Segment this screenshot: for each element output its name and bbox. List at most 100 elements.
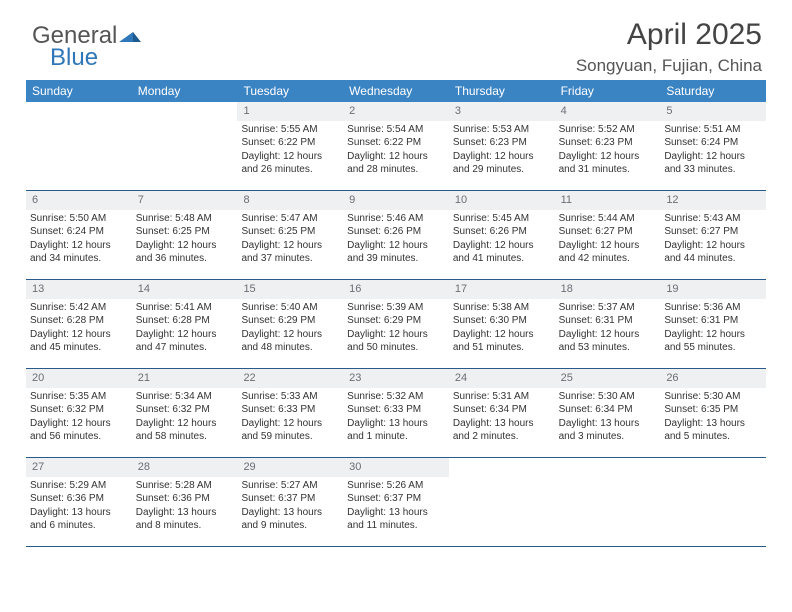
- day-number: 10: [449, 191, 555, 210]
- daylight-text: Daylight: 12 hours and 44 minutes.: [664, 239, 762, 266]
- calendar-cell: 7 Sunrise: 5:48 AMSunset: 6:25 PMDaylight…: [132, 191, 238, 279]
- weekday-header: Wednesday: [343, 80, 449, 102]
- calendar-row: 27Sunrise: 5:29 AMSunset: 6:36 PMDayligh…: [26, 458, 766, 547]
- calendar-cell: 4 Sunrise: 5:52 AMSunset: 6:23 PMDaylight…: [555, 102, 661, 190]
- day-content: Sunrise: 5:55 AMSunset: 6:22 PMDaylight:…: [237, 123, 343, 181]
- sunrise-text: Sunrise: 5:31 AM: [453, 390, 551, 404]
- calendar-cell: 0: [26, 102, 132, 190]
- day-content: Sunrise: 5:34 AMSunset: 6:32 PMDaylight:…: [132, 390, 238, 448]
- calendar-cell: 9Sunrise: 5:46 AMSunset: 6:26 PMDaylight…: [343, 191, 449, 279]
- daylight-text: Daylight: 12 hours and 37 minutes.: [241, 239, 339, 266]
- day-number: 3: [449, 102, 555, 121]
- daylight-text: Daylight: 13 hours and 3 minutes.: [559, 417, 657, 444]
- sunrise-text: Sunrise: 5:46 AM: [347, 212, 445, 226]
- daylight-text: Daylight: 12 hours and 58 minutes.: [136, 417, 234, 444]
- day-number: 28: [132, 458, 238, 477]
- logo-blue-text: Blue: [50, 44, 98, 71]
- sunset-text: Sunset: 6:23 PM: [559, 136, 657, 150]
- weekday-header: Friday: [555, 80, 661, 102]
- day-content: Sunrise: 5:42 AMSunset: 6:28 PMDaylight:…: [26, 301, 132, 359]
- sunset-text: Sunset: 6:28 PM: [136, 314, 234, 328]
- daylight-text: Daylight: 12 hours and 31 minutes.: [559, 150, 657, 177]
- calendar-cell: 27Sunrise: 5:29 AMSunset: 6:36 PMDayligh…: [26, 458, 132, 546]
- day-content: Sunrise: 5:29 AMSunset: 6:36 PMDaylight:…: [26, 479, 132, 537]
- calendar-cell: 23 Sunrise: 5:32 AMSunset: 6:33 PMDayligh…: [343, 369, 449, 457]
- day-content: Sunrise: 5:39 AMSunset: 6:29 PMDaylight:…: [343, 301, 449, 359]
- daylight-text: Daylight: 12 hours and 53 minutes.: [559, 328, 657, 355]
- logo-mark-icon: [119, 26, 141, 47]
- day-number: 17: [449, 280, 555, 299]
- day-number: 2: [343, 102, 449, 121]
- day-number: 16: [343, 280, 449, 299]
- sunset-text: Sunset: 6:29 PM: [241, 314, 339, 328]
- calendar-cell: 8Sunrise: 5:47 AMSunset: 6:25 PMDaylight…: [237, 191, 343, 279]
- sunset-text: Sunset: 6:24 PM: [30, 225, 128, 239]
- sunset-text: Sunset: 6:28 PM: [30, 314, 128, 328]
- calendar-cell: 19Sunrise: 5:36 AMSunset: 6:31 PMDayligh…: [660, 280, 766, 368]
- daylight-text: Daylight: 12 hours and 36 minutes.: [136, 239, 234, 266]
- daylight-text: Daylight: 12 hours and 48 minutes.: [241, 328, 339, 355]
- sunrise-text: Sunrise: 5:41 AM: [136, 301, 234, 315]
- day-content: Sunrise: 5:27 AMSunset: 6:37 PMDaylight:…: [237, 479, 343, 537]
- day-number: 7: [132, 191, 238, 210]
- day-content: Sunrise: 5:32 AMSunset: 6:33 PMDaylight:…: [343, 390, 449, 448]
- calendar-cell: 29Sunrise: 5:27 AMSunset: 6:37 PMDayligh…: [237, 458, 343, 546]
- calendar-cell: 24 Sunrise: 5:31 AMSunset: 6:34 PMDayligh…: [449, 369, 555, 457]
- logo-blue-wrap: Blue: [50, 44, 98, 72]
- day-content: Sunrise: 5:36 AMSunset: 6:31 PMDaylight:…: [660, 301, 766, 359]
- sunrise-text: Sunrise: 5:39 AM: [347, 301, 445, 315]
- calendar-cell: 5Sunrise: 5:51 AMSunset: 6:24 PMDaylight…: [660, 102, 766, 190]
- day-content: Sunrise: 5:38 AMSunset: 6:30 PMDaylight:…: [449, 301, 555, 359]
- day-number: 13: [26, 280, 132, 299]
- calendar-cell: 2Sunrise: 5:54 AMSunset: 6:22 PMDaylight…: [343, 102, 449, 190]
- sunset-text: Sunset: 6:37 PM: [241, 492, 339, 506]
- day-number: 21: [132, 369, 238, 388]
- sunset-text: Sunset: 6:27 PM: [664, 225, 762, 239]
- day-number: 20: [26, 369, 132, 388]
- day-content: Sunrise: 5:44 AMSunset: 6:27 PMDaylight:…: [555, 212, 661, 270]
- day-number: 18: [555, 280, 661, 299]
- sunrise-text: Sunrise: 5:44 AM: [559, 212, 657, 226]
- day-number: 4: [555, 102, 661, 121]
- weekday-header: Thursday: [449, 80, 555, 102]
- day-number: 12: [660, 191, 766, 210]
- day-number: 14: [132, 280, 238, 299]
- day-number: 23: [343, 369, 449, 388]
- day-number: 15: [237, 280, 343, 299]
- calendar-cell: 12 Sunrise: 5:43 AMSunset: 6:27 PMDayligh…: [660, 191, 766, 279]
- sunset-text: Sunset: 6:37 PM: [347, 492, 445, 506]
- calendar-cell: 11Sunrise: 5:44 AMSunset: 6:27 PMDayligh…: [555, 191, 661, 279]
- sunset-text: Sunset: 6:31 PM: [664, 314, 762, 328]
- calendar-cell: 25Sunrise: 5:30 AMSunset: 6:34 PMDayligh…: [555, 369, 661, 457]
- daylight-text: Daylight: 12 hours and 34 minutes.: [30, 239, 128, 266]
- day-number: 24: [449, 369, 555, 388]
- daylight-text: Daylight: 12 hours and 47 minutes.: [136, 328, 234, 355]
- day-content: Sunrise: 5:31 AMSunset: 6:34 PMDaylight:…: [449, 390, 555, 448]
- calendar-cell: 0: [132, 102, 238, 190]
- calendar-cell: 17 Sunrise: 5:38 AMSunset: 6:30 PMDayligh…: [449, 280, 555, 368]
- sunset-text: Sunset: 6:29 PM: [347, 314, 445, 328]
- sunset-text: Sunset: 6:24 PM: [664, 136, 762, 150]
- sunset-text: Sunset: 6:36 PM: [30, 492, 128, 506]
- weekday-header: Tuesday: [237, 80, 343, 102]
- calendar-row: 20Sunrise: 5:35 AMSunset: 6:32 PMDayligh…: [26, 369, 766, 458]
- calendar-cell: 21 Sunrise: 5:34 AMSunset: 6:32 PMDayligh…: [132, 369, 238, 457]
- calendar-cell: 10Sunrise: 5:45 AMSunset: 6:26 PMDayligh…: [449, 191, 555, 279]
- sunrise-text: Sunrise: 5:43 AM: [664, 212, 762, 226]
- day-content: Sunrise: 5:33 AMSunset: 6:33 PMDaylight:…: [237, 390, 343, 448]
- calendar-row: 13 Sunrise: 5:42 AMSunset: 6:28 PMDayligh…: [26, 280, 766, 369]
- calendar-cell: 6Sunrise: 5:50 AMSunset: 6:24 PMDaylight…: [26, 191, 132, 279]
- day-content: Sunrise: 5:30 AMSunset: 6:35 PMDaylight:…: [660, 390, 766, 448]
- calendar-cell: 28Sunrise: 5:28 AMSunset: 6:36 PMDayligh…: [132, 458, 238, 546]
- calendar-row: 6Sunrise: 5:50 AMSunset: 6:24 PMDaylight…: [26, 191, 766, 280]
- day-content: Sunrise: 5:48 AMSunset: 6:25 PMDaylight:…: [132, 212, 238, 270]
- weekday-header: Sunday: [26, 80, 132, 102]
- day-number: 8: [237, 191, 343, 210]
- day-content: Sunrise: 5:53 AMSunset: 6:23 PMDaylight:…: [449, 123, 555, 181]
- calendar-cell: 16 Sunrise: 5:39 AMSunset: 6:29 PMDayligh…: [343, 280, 449, 368]
- sunrise-text: Sunrise: 5:45 AM: [453, 212, 551, 226]
- daylight-text: Daylight: 13 hours and 8 minutes.: [136, 506, 234, 533]
- header-right: April 2025 Songyuan, Fujian, China: [576, 18, 762, 76]
- day-content: Sunrise: 5:52 AMSunset: 6:23 PMDaylight:…: [555, 123, 661, 181]
- weekday-header: Monday: [132, 80, 238, 102]
